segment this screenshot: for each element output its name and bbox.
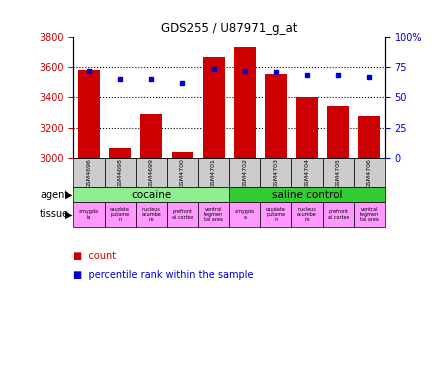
Text: caudate
putame
n: caudate putame n [266,206,286,222]
Bar [78,70,100,158]
Text: ventral
tegmen
tal area: ventral tegmen tal area [360,206,379,222]
Text: GSM4701: GSM4701 [211,158,216,188]
Text: caudate
putame
n: caudate putame n [110,206,130,222]
Bar [229,202,260,227]
Bar [198,202,229,227]
Text: ▶: ▶ [65,209,73,220]
Text: tissue: tissue [40,209,69,220]
Bar [73,202,105,227]
Bar [136,202,167,227]
Text: prefront
al cortex: prefront al cortex [172,209,193,220]
Text: nucleus
acumbe
ns: nucleus acumbe ns [297,206,317,222]
Text: prefront
al cortex: prefront al cortex [328,209,349,220]
Bar [172,152,194,158]
Text: GSM4706: GSM4706 [367,158,372,188]
Text: ▶: ▶ [65,190,73,200]
Text: cocaine: cocaine [131,190,171,200]
Bar [328,106,349,158]
Text: saline control: saline control [272,190,342,200]
Text: GSM4699: GSM4699 [149,158,154,188]
Bar [73,187,229,202]
Bar [291,158,323,187]
Text: ■  percentile rank within the sample: ■ percentile rank within the sample [73,269,254,280]
Bar [234,47,256,158]
Text: amygda
a: amygda a [235,209,255,220]
Title: GDS255 / U87971_g_at: GDS255 / U87971_g_at [161,22,297,36]
Text: GSM4700: GSM4700 [180,158,185,188]
Text: ■  count: ■ count [73,251,117,261]
Bar [203,57,225,158]
Text: ventral
tegmen
tal area: ventral tegmen tal area [204,206,223,222]
Bar [167,158,198,187]
Bar [260,158,291,187]
Bar [354,202,385,227]
Text: GSM4702: GSM4702 [242,158,247,188]
Text: GSM4696: GSM4696 [86,158,92,188]
Bar [323,202,354,227]
Bar [229,158,260,187]
Bar [260,202,291,227]
Bar [198,158,229,187]
Bar [323,158,354,187]
Text: GSM4698: GSM4698 [117,158,123,188]
Text: GSM4705: GSM4705 [336,158,341,188]
Text: GSM4703: GSM4703 [273,158,279,188]
Text: nucleus
acumbe
ns: nucleus acumbe ns [142,206,161,222]
Bar [167,202,198,227]
Bar [296,97,318,158]
Text: GSM4704: GSM4704 [304,158,310,188]
Bar [265,74,287,158]
Bar [229,187,385,202]
Bar [136,158,167,187]
Bar [291,202,323,227]
Bar [73,158,105,187]
Bar [105,158,136,187]
Bar [141,114,162,158]
Text: agent: agent [41,190,69,200]
Bar [359,116,380,158]
Bar [105,202,136,227]
Bar [354,158,385,187]
Text: amygda
la: amygda la [79,209,99,220]
Bar [109,148,131,158]
